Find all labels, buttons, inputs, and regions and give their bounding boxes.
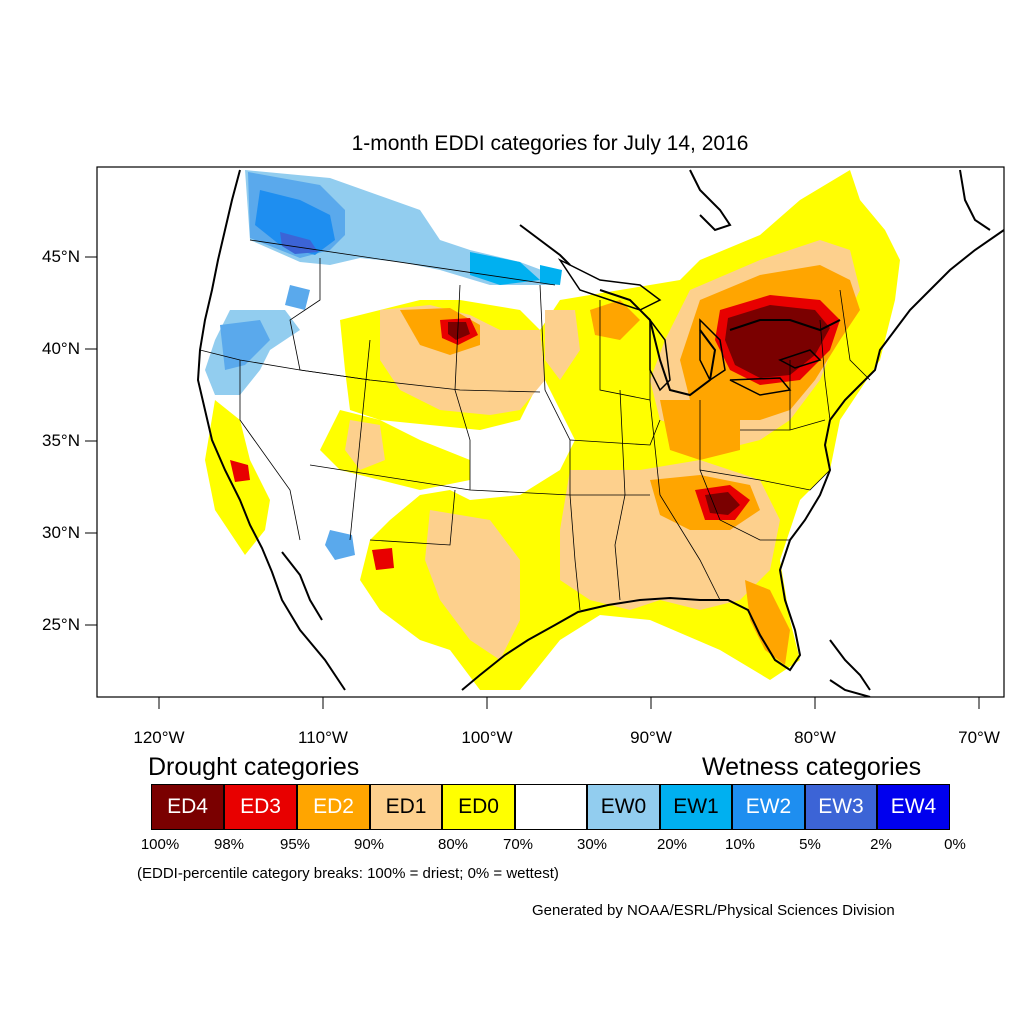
- pct-30: 30%: [576, 836, 608, 853]
- legend-ed4-label: ED4: [167, 795, 208, 818]
- pct-70: 70%: [502, 836, 534, 853]
- lon-label-120: 120°W: [133, 728, 185, 747]
- coastlines: [196, 169, 1004, 691]
- wetness-categories-title: Wetness categories: [702, 753, 922, 781]
- pct-80: 80%: [437, 836, 469, 853]
- axis-ticks: [85, 256, 980, 709]
- great-lakes: [557, 258, 822, 396]
- legend-ed2: ED2: [297, 784, 370, 830]
- lon-label-70: 70°W: [958, 728, 1000, 747]
- map-title: 1-month EDDI categories for July 14, 201…: [351, 132, 749, 155]
- legend-ed1: ED1: [370, 784, 442, 830]
- lat-label-30: 30°N: [42, 523, 80, 542]
- legend-ed3-label: ED3: [240, 795, 281, 818]
- legend-ew3-label: EW3: [818, 795, 864, 818]
- pct-98: 98%: [213, 836, 245, 853]
- lat-label-25: 25°N: [42, 615, 80, 634]
- legend-ew3: EW3: [805, 784, 877, 830]
- pct-0: 0%: [944, 836, 966, 853]
- lat-label-40: 40°N: [42, 339, 80, 358]
- legend-ed3: ED3: [224, 784, 297, 830]
- legend-ew0-label: EW0: [600, 795, 647, 818]
- legend-ew1-label: EW1: [673, 795, 719, 818]
- drought-fields: [205, 170, 900, 690]
- legend-ew4: EW4: [877, 784, 950, 830]
- islands: [689, 169, 991, 697]
- legend-ew0: EW0: [587, 784, 660, 830]
- pct-95: 95%: [279, 836, 311, 853]
- legend-ew1: EW1: [660, 784, 732, 830]
- pct-2: 2%: [870, 836, 892, 853]
- pct-10: 10%: [724, 836, 756, 853]
- lat-label-35: 35°N: [42, 431, 80, 450]
- legend-ed0: ED0: [442, 784, 515, 830]
- legend-ed4: ED4: [151, 784, 224, 830]
- wetness-fields: [205, 170, 562, 560]
- legend-normal: [515, 784, 587, 830]
- drought-categories-title: Drought categories: [148, 753, 360, 781]
- lon-label-80: 80°W: [794, 728, 836, 747]
- pct-5: 5%: [799, 836, 821, 853]
- lon-label-110: 110°W: [298, 728, 348, 747]
- pct-90: 90%: [353, 836, 385, 853]
- legend-ew4-label: EW4: [890, 795, 937, 818]
- pct-20: 20%: [656, 836, 688, 853]
- legend-ed2-label: ED2: [313, 795, 354, 818]
- legend-ew2-label: EW2: [745, 795, 792, 818]
- legend-ed0-label: ED0: [458, 795, 499, 818]
- pct-100: 100%: [140, 836, 180, 853]
- footnote: (EDDI-percentile category breaks: 100% =…: [137, 865, 559, 882]
- lat-label-45: 45°N: [42, 247, 80, 266]
- lon-label-90: 90°W: [630, 728, 672, 747]
- credit-line: Generated by NOAA/ESRL/Physical Sciences…: [532, 902, 895, 919]
- legend-ew2: EW2: [732, 784, 805, 830]
- legend-ed1-label: ED1: [385, 795, 427, 818]
- lon-label-100: 100°W: [461, 728, 513, 747]
